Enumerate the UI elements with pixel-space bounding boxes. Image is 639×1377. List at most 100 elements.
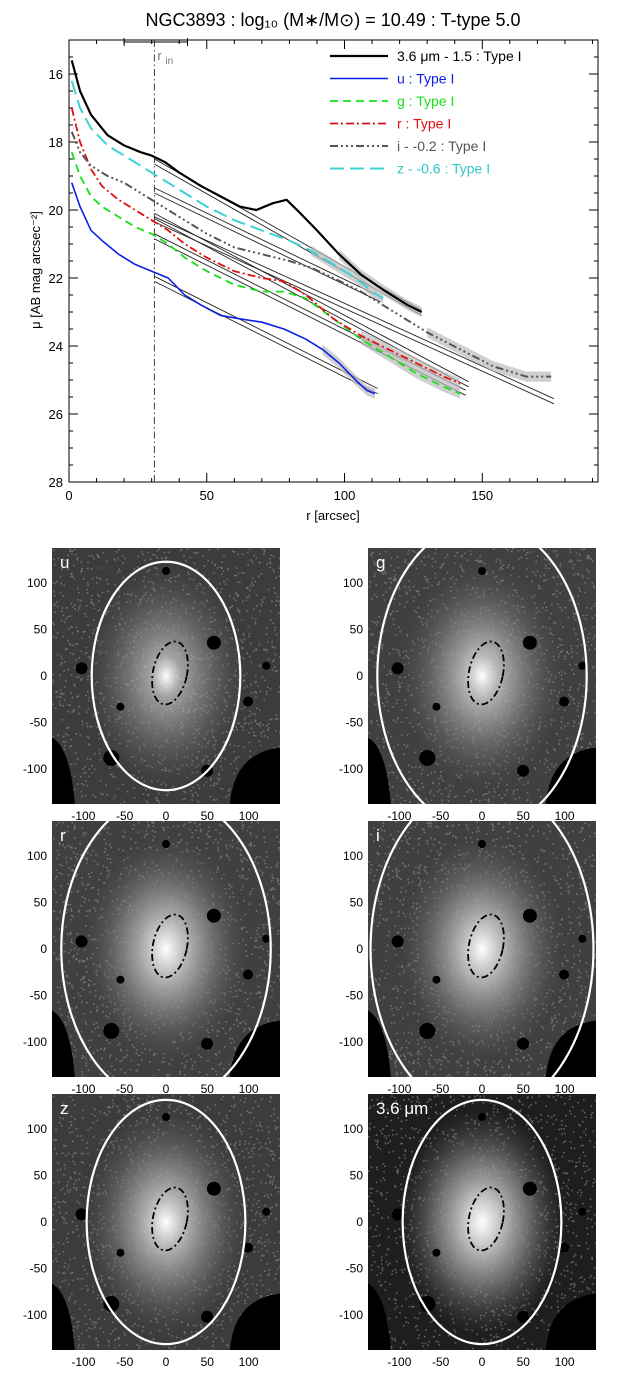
panel-y-tick-label: -100: [339, 1308, 363, 1322]
panel-y-tick-label: 0: [40, 669, 47, 683]
edge-mask: [229, 747, 280, 804]
masked-star: [478, 567, 486, 576]
panel-x-tick-label: 100: [239, 1082, 259, 1096]
legend-label: u : Type I: [397, 71, 454, 87]
masked-star: [206, 1181, 221, 1196]
masked-star: [522, 908, 537, 923]
outer-ellipse: [369, 821, 595, 1077]
masked-star: [432, 702, 441, 711]
galaxy: [399, 836, 565, 1062]
masked-star: [517, 1310, 530, 1323]
panel-x-tick-label: -50: [116, 1355, 134, 1369]
masked-star: [243, 969, 254, 980]
inner-ellipse: [151, 640, 189, 706]
panel-y-tick-label: -50: [346, 1261, 364, 1275]
profile-line: [70, 182, 376, 395]
masked-star: [243, 1242, 254, 1253]
legend-label: g : Type I: [397, 93, 454, 109]
panel-x-tick-label: -100: [387, 1082, 411, 1096]
legend-label: r : Type I: [397, 116, 451, 132]
masked-star: [75, 662, 88, 675]
profile-line: [70, 107, 461, 385]
panel-x-tick-label: -100: [71, 809, 95, 823]
masked-star: [419, 1022, 436, 1039]
masked-star: [578, 1207, 587, 1216]
edge-mask: [229, 1020, 280, 1077]
panel-y-tick-label: 100: [27, 849, 47, 863]
inner-ellipse: [467, 913, 505, 979]
masked-star: [559, 969, 570, 980]
masked-star: [116, 975, 125, 984]
x-tick-label: 150: [471, 488, 493, 503]
edge-mask: [52, 1010, 75, 1077]
panel-x-tick-label: 0: [479, 1082, 486, 1096]
fit-line: [154, 213, 469, 383]
image-panel: u 100 50 0 -50 -100 -100 -50 0 50 100: [23, 548, 280, 823]
r-in-label: r: [157, 48, 162, 63]
panel-y-tick-label: 50: [350, 623, 364, 637]
outer-ellipse: [85, 1098, 247, 1346]
panel-y-tick-label: 50: [350, 896, 364, 910]
masked-star: [162, 1113, 170, 1122]
outer-ellipse: [60, 821, 272, 1077]
noise: [52, 1094, 280, 1350]
y-axis-label: μ [AB mag arcsec⁻²]: [28, 211, 43, 329]
panel-y-tick-label: -50: [30, 988, 48, 1002]
panel-y-tick-label: 50: [34, 896, 48, 910]
fit-line: [154, 221, 555, 405]
panel-y-tick-label: 0: [356, 942, 363, 956]
edge-mask: [368, 737, 391, 804]
x-tick-label: 50: [200, 488, 214, 503]
panel-label: z: [60, 1099, 69, 1118]
masked-star: [432, 975, 441, 984]
y-tick-label: 28: [49, 475, 63, 490]
image-panel: r 100 50 0 -50 -100 -100 -50 0 50 100: [23, 821, 280, 1096]
panel-y-tick-label: 0: [40, 1215, 47, 1229]
masked-star: [559, 1242, 570, 1253]
fit-line: [154, 280, 378, 395]
fit-line: [154, 187, 381, 298]
masked-star: [419, 749, 436, 766]
panel-y-tick-label: 100: [27, 1122, 47, 1136]
galaxy: [83, 1109, 249, 1335]
masked-star: [75, 1208, 88, 1221]
panel-y-tick-label: 100: [27, 576, 47, 590]
masked-star: [391, 662, 404, 675]
masked-star: [162, 567, 170, 576]
masked-star: [206, 908, 221, 923]
image-panel: g 100 50 0 -50 -100 -100 -50 0 50 100: [339, 548, 596, 823]
masked-star: [432, 1248, 441, 1257]
masked-star: [517, 1037, 530, 1050]
masked-star: [578, 661, 587, 670]
edge-mask: [229, 1293, 280, 1350]
panel-x-tick-label: -100: [71, 1082, 95, 1096]
panel-label: r: [60, 826, 66, 845]
edge-mask: [52, 737, 75, 804]
r-in-subscript: in: [165, 56, 173, 67]
masked-star: [262, 1207, 271, 1216]
panel-y-tick-label: -100: [339, 762, 363, 776]
panel-x-tick-label: -100: [387, 809, 411, 823]
panel-x-tick-label: -50: [116, 1082, 134, 1096]
panel-x-tick-label: -100: [387, 1355, 411, 1369]
profile-line: [70, 60, 423, 313]
panel-y-tick-label: -100: [23, 1308, 47, 1322]
panel-y-tick-label: -50: [30, 1261, 48, 1275]
panel-x-tick-label: 0: [479, 809, 486, 823]
fit-line: [154, 192, 381, 303]
image-panel: i 100 50 0 -50 -100 -100 -50 0 50 100: [339, 821, 596, 1096]
panel-x-tick-label: 50: [517, 1355, 531, 1369]
panel-y-tick-label: -100: [339, 1035, 363, 1049]
masked-star: [578, 934, 587, 943]
masked-star: [391, 935, 404, 948]
masked-star: [517, 764, 530, 777]
panel-x-tick-label: 0: [163, 1355, 170, 1369]
masked-star: [201, 1310, 214, 1323]
panel-y-tick-label: -100: [23, 762, 47, 776]
panel-x-tick-label: 100: [239, 809, 259, 823]
legend: 3.6 μm - 1.5 : Type I u : Type I g : Type …: [330, 48, 522, 177]
panel-y-tick-label: -50: [346, 988, 364, 1002]
y-tick-label: 24: [49, 339, 63, 354]
fit-line: [154, 275, 378, 389]
edge-mask: [52, 1283, 75, 1350]
